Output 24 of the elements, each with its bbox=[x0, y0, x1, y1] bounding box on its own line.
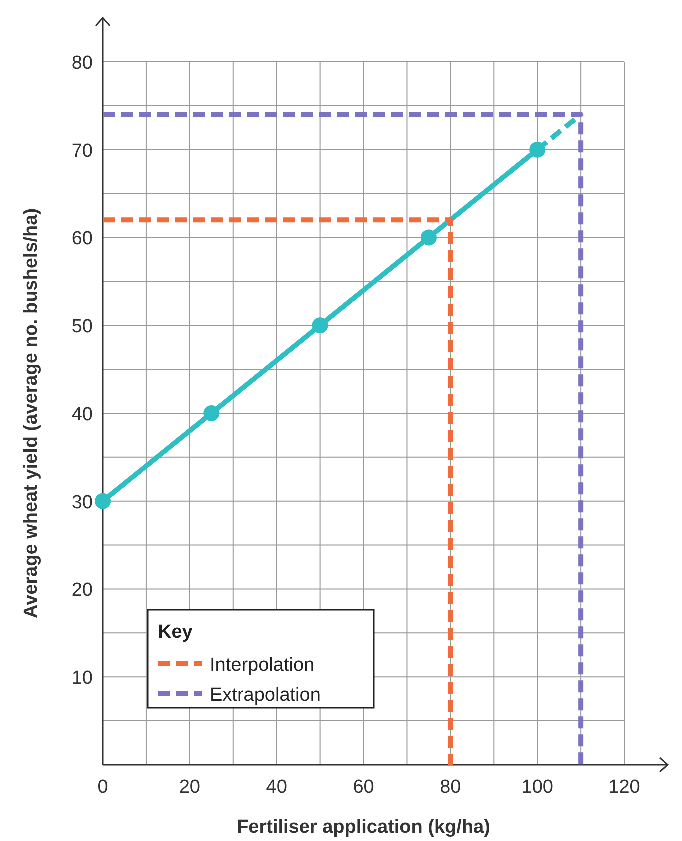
y-tick-label: 70 bbox=[72, 140, 93, 162]
point bbox=[95, 493, 111, 510]
y-tick-label: 40 bbox=[72, 404, 93, 426]
x-axis-title: Fertiliser application (kg/ha) bbox=[237, 817, 490, 838]
y-tick-label: 50 bbox=[72, 316, 93, 338]
x-tick-label: 80 bbox=[440, 777, 462, 798]
x-tick-label: 100 bbox=[522, 777, 554, 798]
y-tick-label: 20 bbox=[72, 580, 93, 602]
y-tick-label: 30 bbox=[72, 492, 93, 514]
legend-label: Extrapolation bbox=[210, 685, 321, 706]
legend-title: Key bbox=[158, 622, 194, 643]
y-axis-title: Average wheat yield (average no. bushels/ha) bbox=[21, 208, 42, 618]
x-tick-label: 20 bbox=[179, 777, 200, 798]
x-tick-label: 40 bbox=[266, 777, 288, 798]
point bbox=[204, 405, 220, 422]
y-tick-label: 80 bbox=[72, 52, 93, 74]
point bbox=[312, 318, 328, 334]
x-tick-label: 60 bbox=[353, 777, 374, 798]
y-tick-label: 10 bbox=[72, 668, 93, 690]
x-tick-label: 120 bbox=[608, 777, 640, 798]
x-tick-label: 0 bbox=[98, 777, 108, 798]
point bbox=[420, 230, 437, 246]
legend-label: Interpolation bbox=[210, 655, 315, 676]
y-tick-label: 60 bbox=[72, 228, 93, 250]
